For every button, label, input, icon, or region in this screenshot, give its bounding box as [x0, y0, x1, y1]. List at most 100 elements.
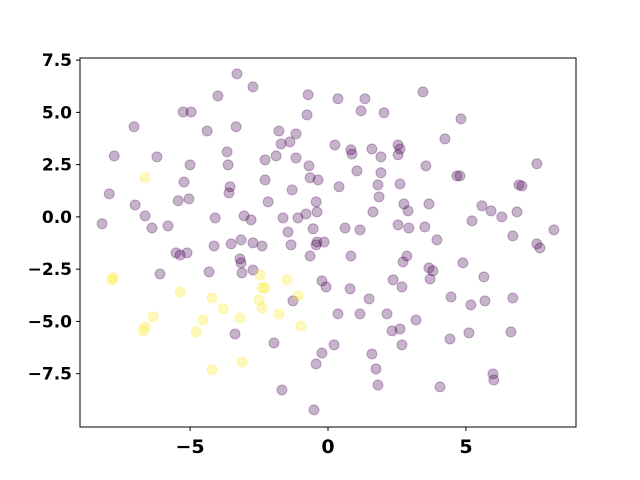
- point: [345, 144, 357, 156]
- point: [513, 179, 525, 191]
- point: [253, 294, 265, 306]
- y-tick-label: 7.5: [42, 51, 72, 71]
- point: [235, 257, 247, 269]
- point: [439, 133, 451, 145]
- point: [308, 404, 320, 416]
- point: [236, 356, 248, 368]
- point: [206, 364, 218, 376]
- point: [221, 146, 233, 158]
- point: [507, 292, 519, 304]
- point: [455, 113, 467, 125]
- point: [304, 172, 316, 184]
- point: [178, 176, 190, 188]
- point: [230, 121, 242, 133]
- point: [476, 200, 488, 212]
- point: [516, 180, 528, 192]
- point: [177, 106, 189, 118]
- point: [310, 196, 322, 208]
- point: [201, 125, 213, 137]
- point: [396, 339, 408, 351]
- point: [488, 374, 500, 386]
- point: [444, 333, 456, 345]
- point: [247, 81, 259, 93]
- point: [310, 239, 322, 251]
- point: [222, 159, 234, 171]
- point: [329, 139, 341, 151]
- y-tick-label: 0.0: [42, 208, 72, 228]
- point: [197, 314, 209, 326]
- point: [420, 160, 432, 172]
- point: [172, 195, 184, 207]
- y-tick-label: 2.5: [42, 156, 72, 176]
- point: [147, 311, 159, 323]
- point: [307, 223, 319, 235]
- point: [463, 327, 475, 339]
- point: [466, 215, 478, 227]
- point: [398, 198, 410, 210]
- point: [275, 138, 287, 150]
- point: [208, 240, 220, 252]
- point: [316, 347, 328, 359]
- point: [287, 295, 299, 307]
- point: [154, 268, 166, 280]
- point: [139, 210, 151, 222]
- point: [328, 339, 340, 351]
- point: [139, 172, 151, 184]
- y-tick-label: −7.5: [28, 365, 72, 385]
- point: [292, 212, 304, 224]
- point: [185, 106, 197, 118]
- point: [465, 299, 477, 311]
- point: [507, 230, 519, 242]
- point: [423, 198, 435, 210]
- point: [548, 224, 560, 236]
- point: [397, 256, 409, 268]
- point: [231, 68, 243, 80]
- point: [457, 257, 469, 269]
- point: [181, 247, 193, 259]
- point: [106, 274, 118, 286]
- point: [375, 151, 387, 163]
- point: [333, 181, 345, 193]
- point: [238, 210, 250, 222]
- point: [366, 143, 378, 155]
- point: [229, 328, 241, 340]
- point: [284, 136, 296, 148]
- x-tick-label: 5: [459, 436, 472, 458]
- point: [235, 234, 247, 246]
- point: [262, 196, 274, 208]
- point: [359, 93, 371, 105]
- point: [394, 323, 406, 335]
- point: [487, 368, 499, 380]
- point: [270, 150, 282, 162]
- point: [339, 222, 351, 234]
- point: [402, 205, 414, 217]
- point: [303, 160, 315, 172]
- point: [234, 253, 246, 265]
- point: [311, 206, 323, 218]
- point: [311, 236, 323, 248]
- point: [478, 271, 490, 283]
- point: [386, 325, 398, 337]
- point: [212, 90, 224, 102]
- point: [381, 308, 393, 320]
- point: [286, 184, 298, 196]
- point: [137, 325, 149, 337]
- point: [531, 238, 543, 250]
- point: [454, 170, 466, 182]
- point: [128, 121, 140, 133]
- point: [203, 266, 215, 278]
- point: [375, 167, 387, 179]
- point: [392, 219, 404, 231]
- point: [254, 269, 266, 281]
- point: [108, 150, 120, 162]
- point: [103, 188, 115, 200]
- point: [139, 321, 151, 333]
- point: [511, 206, 523, 218]
- point: [107, 272, 119, 284]
- point: [392, 139, 404, 151]
- point: [363, 293, 375, 305]
- point: [332, 308, 344, 320]
- point: [394, 178, 406, 190]
- point: [295, 320, 307, 332]
